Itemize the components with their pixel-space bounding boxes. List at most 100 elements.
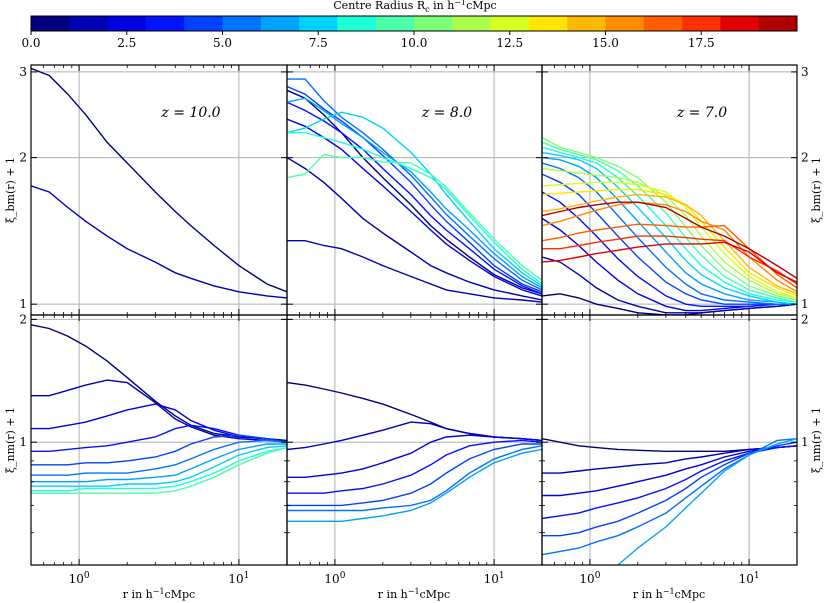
series-line bbox=[542, 438, 797, 556]
series-line bbox=[542, 235, 797, 285]
x-tick-label: 100 bbox=[324, 571, 345, 586]
series-group bbox=[542, 136, 797, 315]
series-line bbox=[287, 439, 542, 494]
series-line bbox=[287, 434, 542, 478]
colorbar-segment bbox=[605, 16, 645, 31]
series-line bbox=[542, 191, 797, 307]
x-axis-label-left: r in h−1cMpc bbox=[123, 587, 195, 601]
series-line bbox=[31, 67, 287, 293]
x-tick-label: 101 bbox=[228, 571, 249, 586]
colorbar-segment bbox=[643, 16, 683, 31]
axes-frame bbox=[30, 64, 288, 316]
series-line bbox=[542, 445, 797, 520]
series-line bbox=[287, 78, 542, 291]
colorbar-title: Centre Radius Rc in h−1cMpc bbox=[333, 0, 496, 14]
series-line bbox=[542, 188, 797, 297]
series-line bbox=[542, 141, 797, 303]
series-line bbox=[542, 156, 797, 305]
series-line bbox=[31, 446, 287, 494]
colorbar-segment bbox=[720, 16, 760, 31]
series-line bbox=[287, 97, 542, 289]
series-line bbox=[31, 443, 287, 483]
series-line bbox=[31, 185, 287, 299]
colorbar-segment bbox=[299, 16, 338, 31]
series-line bbox=[542, 193, 797, 295]
series-line bbox=[287, 153, 542, 281]
colorbar-tick-label: 12.5 bbox=[496, 36, 523, 50]
series-line bbox=[287, 443, 542, 507]
redshift-label: z = 7.0 bbox=[676, 105, 727, 121]
bottom-right-ylabel: ξ_nm(r) + 1 bbox=[810, 407, 823, 473]
series-line bbox=[31, 445, 287, 487]
series-line bbox=[31, 379, 287, 443]
series-group bbox=[542, 438, 797, 565]
series-line bbox=[287, 85, 542, 293]
axes-frame bbox=[541, 314, 798, 566]
colorbar-tick-label: 0.0 bbox=[21, 36, 40, 50]
series-line bbox=[31, 324, 287, 442]
x-tick-label: 101 bbox=[484, 571, 505, 586]
x-axis-label-right: r in h−1cMpc bbox=[633, 587, 705, 601]
series-line bbox=[287, 239, 542, 303]
x-axis-label-middle: r in h−1cMpc bbox=[378, 587, 450, 601]
colorbar-segment bbox=[260, 16, 300, 31]
series-line bbox=[542, 445, 797, 474]
colorbar-tick-label: 10.0 bbox=[401, 36, 428, 50]
colorbar-segment bbox=[337, 16, 377, 31]
series-line bbox=[287, 448, 542, 522]
series-line bbox=[287, 101, 542, 295]
y-tick-label: 1 bbox=[801, 297, 809, 311]
colorbar-tick-label: 17.5 bbox=[688, 36, 715, 50]
series-group bbox=[287, 78, 542, 303]
colorbar-tick-label: 5.0 bbox=[213, 36, 232, 50]
y-tick-label: 2 bbox=[801, 151, 809, 165]
panel-2-bottom: 1 2 100 101 bbox=[541, 312, 809, 586]
panel-2-top: 1 2 3 z = 7.0 bbox=[541, 64, 809, 316]
colorbar-segment bbox=[69, 16, 109, 31]
series-line bbox=[616, 438, 797, 565]
series-line bbox=[31, 403, 287, 443]
colorbar-segment bbox=[31, 16, 70, 31]
colorbar-segment bbox=[682, 16, 721, 31]
y-tick-label: 3 bbox=[801, 65, 809, 79]
series-line bbox=[542, 181, 797, 299]
colorbar-segment bbox=[414, 16, 453, 31]
series-line bbox=[542, 441, 797, 537]
colorbar-ticks: 0.0 2.5 5.0 7.5 10.0 12.5 15.0 17.5 bbox=[21, 31, 715, 50]
series-line bbox=[542, 201, 797, 279]
panel-0-top: 1 2 3 z = 10.0 bbox=[19, 64, 288, 316]
bottom-left-ylabel: ξ_nm(r) + 1 bbox=[4, 407, 17, 473]
colorbar-segment bbox=[452, 16, 492, 31]
series-line bbox=[31, 446, 287, 492]
series-line bbox=[542, 151, 797, 305]
axes-frame bbox=[30, 314, 288, 566]
colorbar-segment bbox=[528, 16, 568, 31]
series-group bbox=[31, 324, 287, 494]
series-group bbox=[287, 381, 542, 522]
series-line bbox=[287, 131, 542, 285]
colorbar-segment bbox=[375, 16, 415, 31]
series-line bbox=[287, 445, 542, 512]
series-line bbox=[31, 434, 287, 466]
series-line bbox=[31, 439, 287, 476]
series-line bbox=[542, 173, 797, 305]
colorbar-segment bbox=[184, 16, 223, 31]
colorbar-segment bbox=[758, 16, 798, 31]
y-tick-label: 2 bbox=[19, 312, 27, 326]
series-line bbox=[542, 241, 797, 283]
x-tick-label: 101 bbox=[739, 571, 760, 586]
y-tick-label: 2 bbox=[19, 151, 27, 165]
redshift-label: z = 10.0 bbox=[160, 105, 220, 121]
series-line bbox=[287, 381, 542, 442]
colorbar-segment bbox=[490, 16, 530, 31]
y-tick-label: 1 bbox=[19, 297, 27, 311]
colorbar-segment bbox=[107, 16, 147, 31]
series-line bbox=[542, 167, 797, 299]
series-line bbox=[542, 146, 797, 303]
colorbar bbox=[30, 15, 798, 32]
series-line bbox=[287, 421, 542, 451]
panel-0-bottom: 1 2 100 101 bbox=[19, 312, 288, 586]
series-line bbox=[542, 162, 797, 305]
